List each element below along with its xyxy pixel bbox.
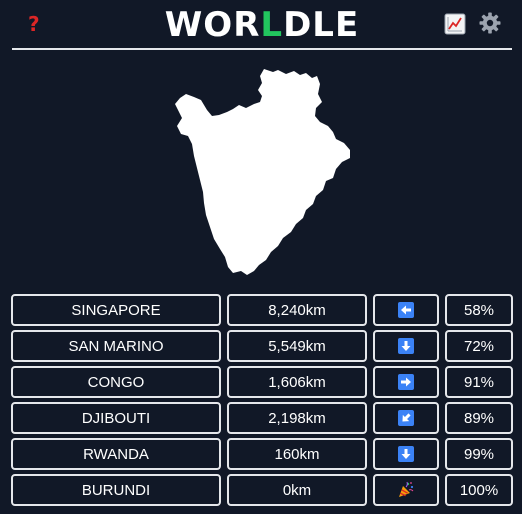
question-mark-icon: ? xyxy=(28,12,40,36)
guess-country: BURUNDI xyxy=(11,474,221,506)
guess-country: SAN MARINO xyxy=(11,330,221,362)
title-part-1: WOR xyxy=(164,5,261,45)
guess-direction xyxy=(373,438,439,470)
guess-proximity: 91% xyxy=(445,366,513,398)
guess-list: SINGAPORE 8,240km 58% SAN MARINO 5,549km… xyxy=(11,294,513,510)
guess-direction xyxy=(373,366,439,398)
arrow-south-icon xyxy=(398,338,414,354)
arrow-east-icon xyxy=(398,374,414,390)
guess-direction xyxy=(373,402,439,434)
guess-country: RWANDA xyxy=(11,438,221,470)
country-silhouette xyxy=(170,66,354,278)
title-part-3: DLE xyxy=(283,5,360,45)
burundi-map-shape xyxy=(175,69,350,275)
guess-direction xyxy=(373,330,439,362)
guess-country: DJIBOUTI xyxy=(11,402,221,434)
stats-button[interactable] xyxy=(444,13,466,35)
guess-row: SINGAPORE 8,240km 58% xyxy=(11,294,513,326)
guess-proximity: 72% xyxy=(445,330,513,362)
game-title: WORLDLE xyxy=(12,4,512,46)
guess-proximity: 58% xyxy=(445,294,513,326)
guess-distance: 160km xyxy=(227,438,367,470)
guess-distance: 5,549km xyxy=(227,330,367,362)
guess-distance: 2,198km xyxy=(227,402,367,434)
arrow-south-west-icon xyxy=(398,410,414,426)
arrow-south-icon xyxy=(398,446,414,462)
guess-proximity: 99% xyxy=(445,438,513,470)
guess-direction xyxy=(373,294,439,326)
guess-country: SINGAPORE xyxy=(11,294,221,326)
guess-proximity: 89% xyxy=(445,402,513,434)
title-part-2: L xyxy=(260,5,284,45)
guess-row: CONGO 1,606km 91% xyxy=(11,366,513,398)
guess-row: BURUNDI 0km 100% xyxy=(11,474,513,506)
party-popper-icon xyxy=(399,481,414,497)
guess-proximity: 100% xyxy=(445,474,513,506)
guess-distance: 0km xyxy=(227,474,367,506)
settings-button[interactable] xyxy=(478,11,502,35)
arrow-west-icon xyxy=(398,302,414,318)
guess-country: CONGO xyxy=(11,366,221,398)
guess-row: DJIBOUTI 2,198km 89% xyxy=(11,402,513,434)
guess-row: RWANDA 160km 99% xyxy=(11,438,513,470)
chart-line-icon xyxy=(444,13,466,35)
guess-row: SAN MARINO 5,549km 72% xyxy=(11,330,513,362)
header-bar: ? WORLDLE xyxy=(12,0,512,50)
gear-icon xyxy=(479,12,501,34)
help-button[interactable]: ? xyxy=(28,10,40,38)
guess-distance: 8,240km xyxy=(227,294,367,326)
guess-direction xyxy=(373,474,439,506)
guess-distance: 1,606km xyxy=(227,366,367,398)
